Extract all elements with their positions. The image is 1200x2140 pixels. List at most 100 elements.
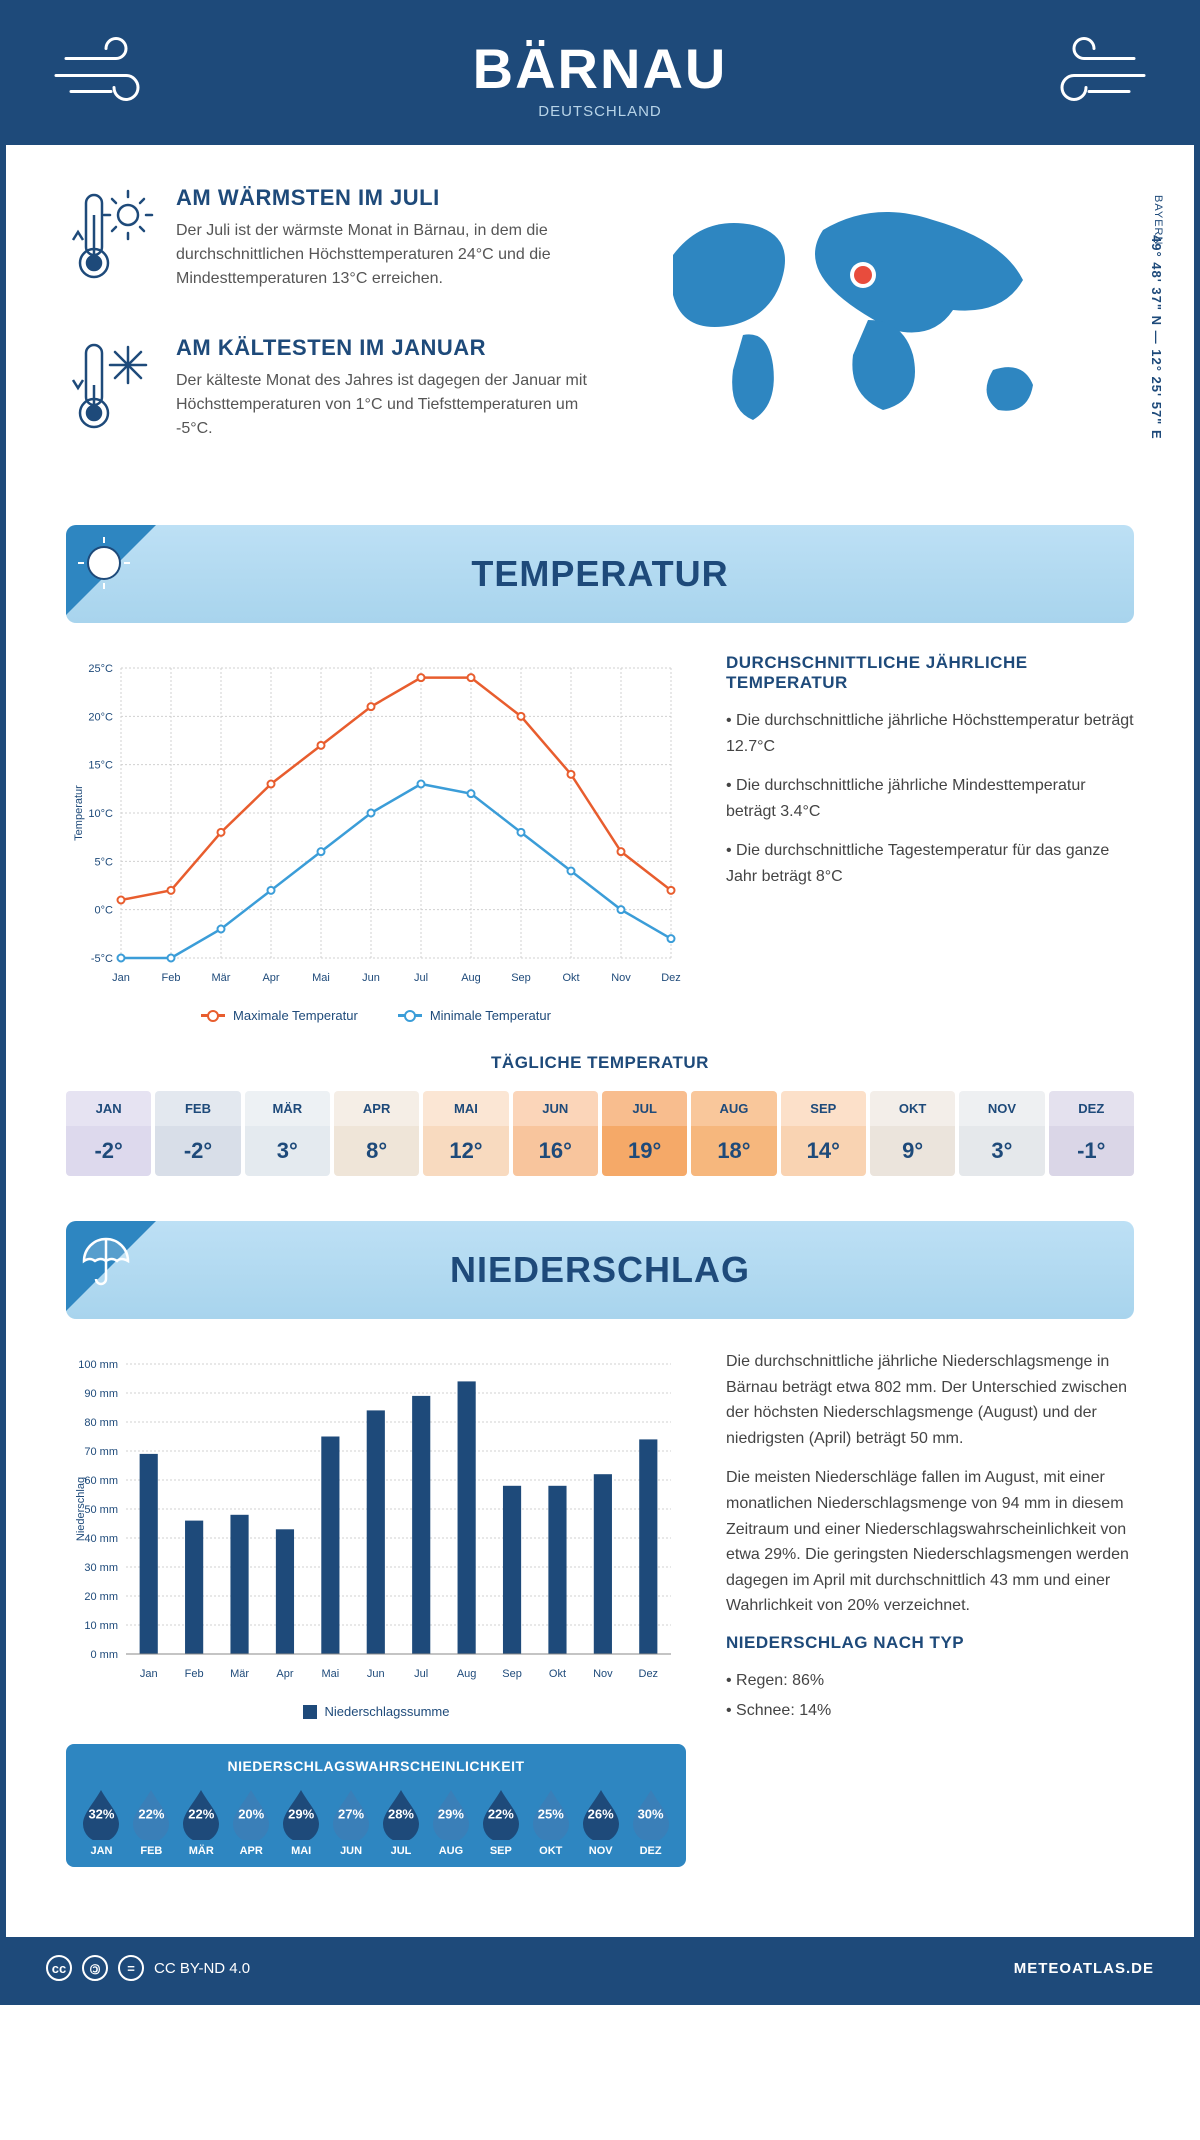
raindrop-icon: 22% xyxy=(477,1786,524,1840)
thermometer-sun-icon xyxy=(66,185,156,300)
precip-type-b1: • Regen: 86% xyxy=(726,1668,1134,1694)
svg-text:Nov: Nov xyxy=(593,1668,613,1680)
section-header-precip: NIEDERSCHLAG xyxy=(66,1221,1134,1319)
svg-text:Jun: Jun xyxy=(367,1668,385,1680)
raindrop-icon: 25% xyxy=(527,1786,574,1840)
precip-type-b2: • Schnee: 14% xyxy=(726,1698,1134,1724)
avg-temp-title: DURCHSCHNITTLICHE JÄHRLICHE TEMPERATUR xyxy=(726,653,1134,693)
svg-text:30 mm: 30 mm xyxy=(84,1562,118,1574)
prob-cell: 32% JAN xyxy=(78,1786,125,1857)
daily-temp-cell: FEB -2° xyxy=(155,1091,240,1176)
wind-icon xyxy=(46,33,156,118)
svg-text:5°C: 5°C xyxy=(95,856,114,868)
precip-type-title: NIEDERSCHLAG NACH TYP xyxy=(726,1633,1134,1653)
coldest-title: AM KÄLTESTEN IM JANUAR xyxy=(176,335,593,361)
wind-icon xyxy=(1044,33,1154,118)
warmest-text: Der Juli ist der wärmste Monat in Bärnau… xyxy=(176,219,593,291)
svg-text:Feb: Feb xyxy=(185,1668,204,1680)
prob-cell: 29% AUG xyxy=(427,1786,474,1857)
svg-text:Mai: Mai xyxy=(322,1668,340,1680)
raindrop-icon: 32% xyxy=(78,1786,125,1840)
svg-text:Jan: Jan xyxy=(140,1668,158,1680)
svg-text:15°C: 15°C xyxy=(88,760,113,772)
svg-text:70 mm: 70 mm xyxy=(84,1446,118,1458)
svg-text:90 mm: 90 mm xyxy=(84,1388,118,1400)
svg-text:Jul: Jul xyxy=(414,1668,428,1680)
svg-text:Sep: Sep xyxy=(502,1668,522,1680)
svg-text:Dez: Dez xyxy=(639,1668,659,1680)
coldest-text: Der kälteste Monat des Jahres ist dagege… xyxy=(176,369,593,441)
svg-text:Niederschlag: Niederschlag xyxy=(75,1477,87,1541)
svg-text:50 mm: 50 mm xyxy=(84,1504,118,1516)
prob-cell: 29% MAI xyxy=(278,1786,325,1857)
prob-cell: 28% JUL xyxy=(378,1786,425,1857)
coords-label: 49° 48' 37" N — 12° 25' 57" E xyxy=(1149,235,1164,440)
raindrop-icon: 29% xyxy=(427,1786,474,1840)
prob-cell: 20% APR xyxy=(228,1786,275,1857)
prob-cell: 22% FEB xyxy=(128,1786,175,1857)
precip-probability-box: NIEDERSCHLAGSWAHRSCHEINLICHKEIT 32% JAN … xyxy=(66,1744,686,1867)
raindrop-icon: 20% xyxy=(228,1786,275,1840)
raindrop-icon: 30% xyxy=(627,1786,674,1840)
svg-text:Mär: Mär xyxy=(212,972,231,984)
svg-text:Dez: Dez xyxy=(661,972,681,984)
svg-text:Jun: Jun xyxy=(362,972,380,984)
raindrop-icon: 22% xyxy=(128,1786,175,1840)
svg-text:Aug: Aug xyxy=(457,1668,477,1680)
svg-text:Okt: Okt xyxy=(562,972,579,984)
temp-legend: Maximale Temperatur Minimale Temperatur xyxy=(66,1008,686,1023)
precip-title: NIEDERSCHLAG xyxy=(86,1249,1114,1291)
daily-temp-cell: OKT 9° xyxy=(870,1091,955,1176)
prob-cell: 25% OKT xyxy=(527,1786,574,1857)
svg-text:20 mm: 20 mm xyxy=(84,1591,118,1603)
svg-text:-5°C: -5°C xyxy=(91,953,113,965)
raindrop-icon: 27% xyxy=(328,1786,375,1840)
precip-p1: Die durchschnittliche jährliche Niedersc… xyxy=(726,1349,1134,1451)
daily-temp-cell: AUG 18° xyxy=(691,1091,776,1176)
temperature-line-chart: -5°C0°C5°C10°C15°C20°C25°CJanFebMärAprMa… xyxy=(66,653,686,1023)
svg-text:Aug: Aug xyxy=(461,972,481,984)
sun-icon xyxy=(74,533,134,598)
license-label: CC BY-ND 4.0 xyxy=(154,1960,250,1977)
cc-icon: cc xyxy=(46,1955,72,1981)
by-icon: 🄯 xyxy=(82,1955,108,1981)
svg-text:10 mm: 10 mm xyxy=(84,1620,118,1632)
warmest-title: AM WÄRMSTEN IM JULI xyxy=(176,185,593,211)
raindrop-icon: 26% xyxy=(577,1786,624,1840)
daily-temp-cell: JUL 19° xyxy=(602,1091,687,1176)
daily-temp-cell: APR 8° xyxy=(334,1091,419,1176)
prob-cell: 30% DEZ xyxy=(627,1786,674,1857)
svg-text:Sep: Sep xyxy=(511,972,531,984)
daily-temp-cell: NOV 3° xyxy=(959,1091,1044,1176)
prob-title: NIEDERSCHLAGSWAHRSCHEINLICHKEIT xyxy=(78,1758,674,1774)
svg-text:Okt: Okt xyxy=(549,1668,566,1680)
prob-cell: 27% JUN xyxy=(328,1786,375,1857)
svg-text:80 mm: 80 mm xyxy=(84,1417,118,1429)
raindrop-icon: 29% xyxy=(278,1786,325,1840)
daily-temp-title: TÄGLICHE TEMPERATUR xyxy=(66,1053,1134,1073)
svg-text:10°C: 10°C xyxy=(88,808,113,820)
svg-text:100 mm: 100 mm xyxy=(78,1359,118,1371)
daily-temp-cell: JUN 16° xyxy=(513,1091,598,1176)
umbrella-icon xyxy=(74,1229,134,1294)
svg-text:20°C: 20°C xyxy=(88,711,113,723)
precip-legend: Niederschlagssumme xyxy=(66,1704,686,1719)
precip-p2: Die meisten Niederschläge fallen im Augu… xyxy=(726,1465,1134,1619)
section-header-temperature: TEMPERATUR xyxy=(66,525,1134,623)
avg-temp-b3: • Die durchschnittliche Tagestemperatur … xyxy=(726,838,1134,889)
daily-temp-cell: SEP 14° xyxy=(781,1091,866,1176)
svg-text:Temperatur: Temperatur xyxy=(73,785,85,841)
world-map: BAYERN 49° 48' 37" N — 12° 25' 57" E xyxy=(633,185,1134,485)
prob-cell: 26% NOV xyxy=(577,1786,624,1857)
precip-bar-chart: 0 mm10 mm20 mm30 mm40 mm50 mm60 mm70 mm8… xyxy=(66,1349,686,1719)
svg-text:Apr: Apr xyxy=(262,972,279,984)
nd-icon: = xyxy=(118,1955,144,1981)
svg-text:40 mm: 40 mm xyxy=(84,1533,118,1545)
city-title: BÄRNAU xyxy=(26,36,1174,101)
svg-text:Jul: Jul xyxy=(414,972,428,984)
svg-text:Mai: Mai xyxy=(312,972,330,984)
avg-temp-b2: • Die durchschnittliche jährliche Mindes… xyxy=(726,773,1134,824)
daily-temp-table: JAN -2° FEB -2° MÄR 3° APR 8° MAI 12° JU… xyxy=(66,1091,1134,1176)
daily-temp-cell: MAI 12° xyxy=(423,1091,508,1176)
coldest-block: AM KÄLTESTEN IM JANUAR Der kälteste Mona… xyxy=(66,335,593,450)
